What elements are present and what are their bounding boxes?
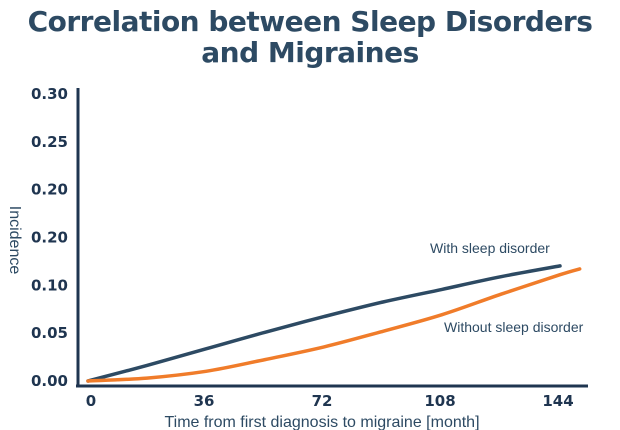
y-tick-label: 0.00 (31, 372, 68, 390)
y-axis-label: Incidence (6, 206, 23, 275)
y-tick-label: 0.05 (31, 324, 68, 342)
y-axis-ticks: 0.00 0.05 0.10 0.20 0.20 0.25 0.30 (31, 85, 68, 390)
x-axis-label: Time from first diagnosis to migraine [m… (164, 414, 479, 430)
y-tick-label: 0.30 (31, 85, 68, 103)
y-tick-label: 0.20 (31, 229, 68, 247)
series-label-with-sleep-disorder: With sleep disorder (430, 240, 550, 256)
x-tick-label: 72 (312, 392, 333, 410)
series-line-with-sleep-disorder (86, 264, 562, 383)
x-tick-label: 36 (194, 392, 215, 410)
chart-title-line-2: and Migraines (201, 36, 419, 69)
chart-title: Correlation between Sleep Disorders and … (0, 6, 620, 68)
series-label-without-sleep-disorder: Without sleep disorder (444, 319, 584, 335)
series-line-without-sleep-disorder (86, 267, 582, 383)
x-tick-label: 108 (424, 392, 455, 410)
x-tick-label: 0 (86, 392, 96, 410)
x-axis-ticks: 0 36 72 108 144 (86, 392, 574, 410)
x-tick-label: 144 (542, 392, 573, 410)
y-tick-label: 0.25 (31, 133, 68, 151)
series-lines (86, 264, 582, 383)
y-tick-label: 0.20 (31, 181, 68, 199)
y-tick-label: 0.10 (31, 276, 68, 294)
chart-title-line-1: Correlation between Sleep Disorders (27, 5, 593, 38)
